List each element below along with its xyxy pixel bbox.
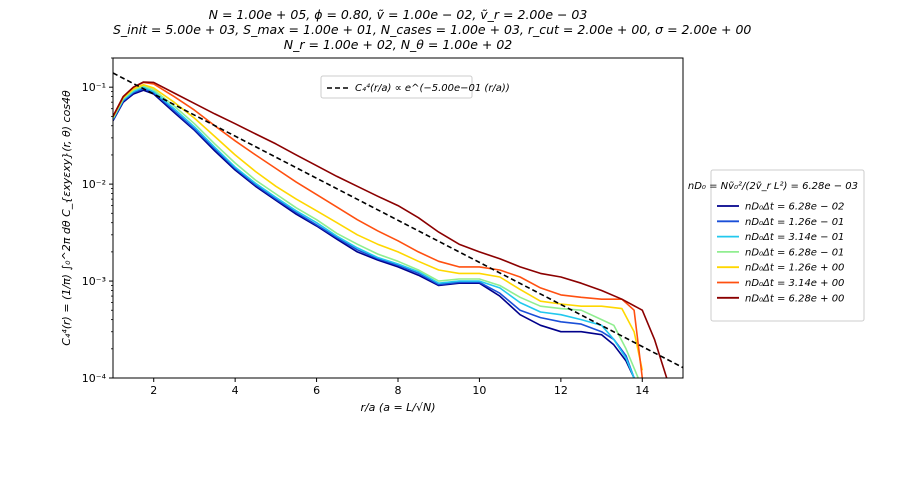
x-tick-label: 10 — [472, 384, 486, 397]
x-tick-label: 4 — [232, 384, 239, 397]
fit-legend-label: C₄⁴(r/a) ∝ e^(−5.00e−01 (r/a)) — [355, 82, 510, 94]
y-tick-label: 10⁻⁴ — [82, 372, 107, 385]
series-line-1 — [113, 89, 635, 378]
series-line-4 — [113, 85, 639, 378]
series-line-6 — [113, 81, 644, 378]
series-legend-label-5: nD₀Δt = 1.26e + 00 — [745, 263, 844, 274]
series-legend-label-6: nD₀Δt = 3.14e + 00 — [745, 278, 844, 289]
series-legend: nD₀ = Nṽ₀²/(2ṽ_r L²) = 6.28e − 03 nD₀Δt =… — [688, 169, 865, 322]
series-line-5 — [113, 83, 644, 371]
y-tick-label: 10⁻² — [82, 178, 106, 191]
x-tick-label: 12 — [554, 384, 568, 397]
series-legend-label-4: nD₀Δt = 6.28e − 01 — [745, 247, 844, 258]
x-tick-label: 14 — [635, 384, 649, 397]
fit-legend: C₄⁴(r/a) ∝ e^(−5.00e−01 (r/a)) — [320, 75, 510, 99]
series-line-2 — [113, 88, 635, 378]
chart-title-line-1: N = 1.00e + 05, ϕ = 0.80, ṽ = 1.00e − 02… — [208, 7, 588, 22]
x-tick-label: 2 — [150, 384, 157, 397]
fit-legend-box — [320, 75, 473, 99]
y-tick-label: 10⁻³ — [82, 275, 106, 288]
series-group — [113, 72, 683, 378]
series-line-7 — [113, 81, 668, 378]
x-tick-label: 6 — [313, 384, 320, 397]
series-legend-header: nD₀ = Nṽ₀²/(2ṽ_r L²) = 6.28e − 03 — [688, 181, 858, 192]
x-axis-label: r/a (a = L/√N) — [360, 401, 435, 414]
series-line-3 — [113, 86, 635, 378]
chart-title-line-3: N_r = 1.00e + 02, N_θ = 1.00e + 02 — [283, 37, 513, 52]
series-legend-box — [710, 169, 865, 322]
series-legend-label-2: nD₀Δt = 1.26e − 01 — [745, 217, 844, 228]
y-axis-label: C₄⁴(r) = (1/π) ∫₀^2π dθ C_{εxyεxy}(r, θ)… — [60, 90, 73, 346]
series-legend-label-7: nD₀Δt = 6.28e + 00 — [745, 293, 844, 304]
series-legend-label-3: nD₀Δt = 3.14e − 01 — [745, 232, 844, 243]
plot-area: 2 4 6 8 10 12 14 10⁻⁴ 10⁻³ 10⁻² 10⁻¹ r/a (a = L/√N)… — [60, 57, 684, 414]
fit-line — [113, 72, 683, 369]
chart-title-line-2: S_init = 5.00e + 03, S_max = 1.00e + 01,… — [113, 22, 752, 37]
y-tick-label: 10⁻¹ — [82, 81, 106, 94]
series-legend-label-1: nD₀Δt = 6.28e − 02 — [745, 202, 844, 213]
x-tick-label: 8 — [395, 384, 402, 397]
